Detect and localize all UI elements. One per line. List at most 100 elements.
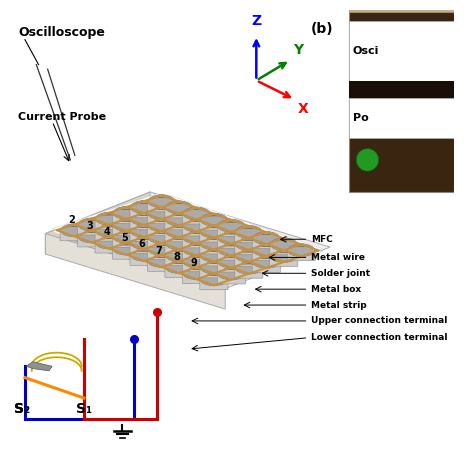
Polygon shape — [192, 243, 306, 281]
Polygon shape — [140, 200, 306, 258]
Text: 5: 5 — [121, 233, 128, 243]
Bar — [349, 99, 454, 138]
Ellipse shape — [201, 213, 228, 226]
Polygon shape — [210, 249, 323, 287]
Ellipse shape — [235, 261, 263, 274]
FancyBboxPatch shape — [165, 243, 193, 254]
FancyBboxPatch shape — [112, 212, 141, 223]
Ellipse shape — [270, 250, 297, 263]
Ellipse shape — [183, 231, 210, 244]
Ellipse shape — [218, 231, 245, 244]
Polygon shape — [105, 212, 218, 250]
Ellipse shape — [95, 212, 123, 225]
Polygon shape — [172, 260, 186, 263]
Polygon shape — [189, 219, 204, 222]
Polygon shape — [206, 213, 221, 216]
FancyBboxPatch shape — [165, 219, 193, 230]
Text: Metal wire: Metal wire — [311, 253, 365, 262]
Polygon shape — [172, 213, 186, 216]
Ellipse shape — [78, 230, 105, 243]
FancyBboxPatch shape — [78, 236, 106, 247]
FancyBboxPatch shape — [130, 207, 158, 218]
Polygon shape — [241, 249, 256, 252]
Text: MFC: MFC — [311, 235, 332, 244]
Polygon shape — [101, 236, 117, 239]
Text: (b): (b) — [311, 21, 333, 36]
Polygon shape — [46, 192, 330, 289]
Ellipse shape — [183, 243, 210, 255]
Text: 6: 6 — [138, 239, 145, 249]
Text: Solder joint: Solder joint — [311, 269, 370, 278]
Ellipse shape — [130, 237, 158, 249]
Polygon shape — [84, 218, 99, 221]
Polygon shape — [276, 249, 291, 252]
FancyBboxPatch shape — [287, 250, 315, 261]
Polygon shape — [259, 231, 274, 234]
Ellipse shape — [253, 232, 280, 245]
Polygon shape — [84, 230, 99, 233]
FancyBboxPatch shape — [182, 261, 210, 272]
Ellipse shape — [253, 244, 280, 256]
Text: 9: 9 — [191, 258, 198, 268]
FancyBboxPatch shape — [200, 279, 228, 290]
Polygon shape — [119, 206, 134, 209]
FancyBboxPatch shape — [217, 261, 246, 272]
Polygon shape — [259, 255, 274, 258]
Ellipse shape — [130, 213, 158, 226]
Polygon shape — [137, 224, 152, 227]
FancyBboxPatch shape — [182, 273, 210, 283]
Bar — [349, 12, 454, 191]
Polygon shape — [157, 230, 271, 268]
FancyBboxPatch shape — [112, 248, 141, 259]
Ellipse shape — [130, 225, 158, 237]
Text: Lower connection terminal: Lower connection terminal — [311, 333, 447, 342]
Ellipse shape — [148, 207, 175, 219]
FancyBboxPatch shape — [112, 237, 141, 247]
Ellipse shape — [201, 237, 228, 250]
Bar — [349, 21, 454, 81]
Polygon shape — [189, 207, 204, 210]
Polygon shape — [172, 225, 186, 228]
Text: 8: 8 — [173, 252, 180, 262]
Text: Oscilloscope: Oscilloscope — [18, 26, 105, 39]
Polygon shape — [224, 267, 239, 270]
Ellipse shape — [148, 243, 175, 255]
FancyBboxPatch shape — [252, 249, 280, 260]
Polygon shape — [241, 237, 256, 240]
Polygon shape — [140, 225, 253, 262]
FancyBboxPatch shape — [147, 225, 175, 236]
FancyBboxPatch shape — [130, 255, 158, 265]
Polygon shape — [137, 248, 152, 251]
Ellipse shape — [235, 226, 263, 238]
FancyBboxPatch shape — [182, 237, 210, 248]
FancyBboxPatch shape — [217, 237, 246, 248]
Polygon shape — [154, 255, 169, 257]
FancyBboxPatch shape — [165, 255, 193, 265]
FancyBboxPatch shape — [130, 243, 158, 254]
FancyBboxPatch shape — [182, 213, 210, 224]
Polygon shape — [276, 237, 291, 240]
FancyBboxPatch shape — [252, 237, 280, 248]
Polygon shape — [101, 224, 117, 227]
Ellipse shape — [95, 224, 123, 237]
Polygon shape — [27, 362, 52, 371]
Polygon shape — [206, 225, 221, 228]
FancyBboxPatch shape — [235, 231, 263, 242]
FancyBboxPatch shape — [182, 225, 210, 236]
Polygon shape — [137, 212, 152, 215]
Polygon shape — [189, 266, 204, 269]
Polygon shape — [172, 201, 186, 204]
Ellipse shape — [113, 207, 140, 219]
FancyBboxPatch shape — [112, 224, 141, 235]
Polygon shape — [174, 237, 288, 274]
Polygon shape — [154, 230, 169, 233]
Text: 4: 4 — [103, 227, 110, 237]
Polygon shape — [206, 261, 221, 264]
Polygon shape — [67, 224, 82, 227]
Text: Z: Z — [251, 14, 261, 28]
Polygon shape — [189, 231, 204, 234]
Bar — [349, 81, 454, 99]
FancyBboxPatch shape — [95, 219, 123, 229]
Ellipse shape — [218, 267, 245, 280]
Ellipse shape — [201, 261, 228, 274]
